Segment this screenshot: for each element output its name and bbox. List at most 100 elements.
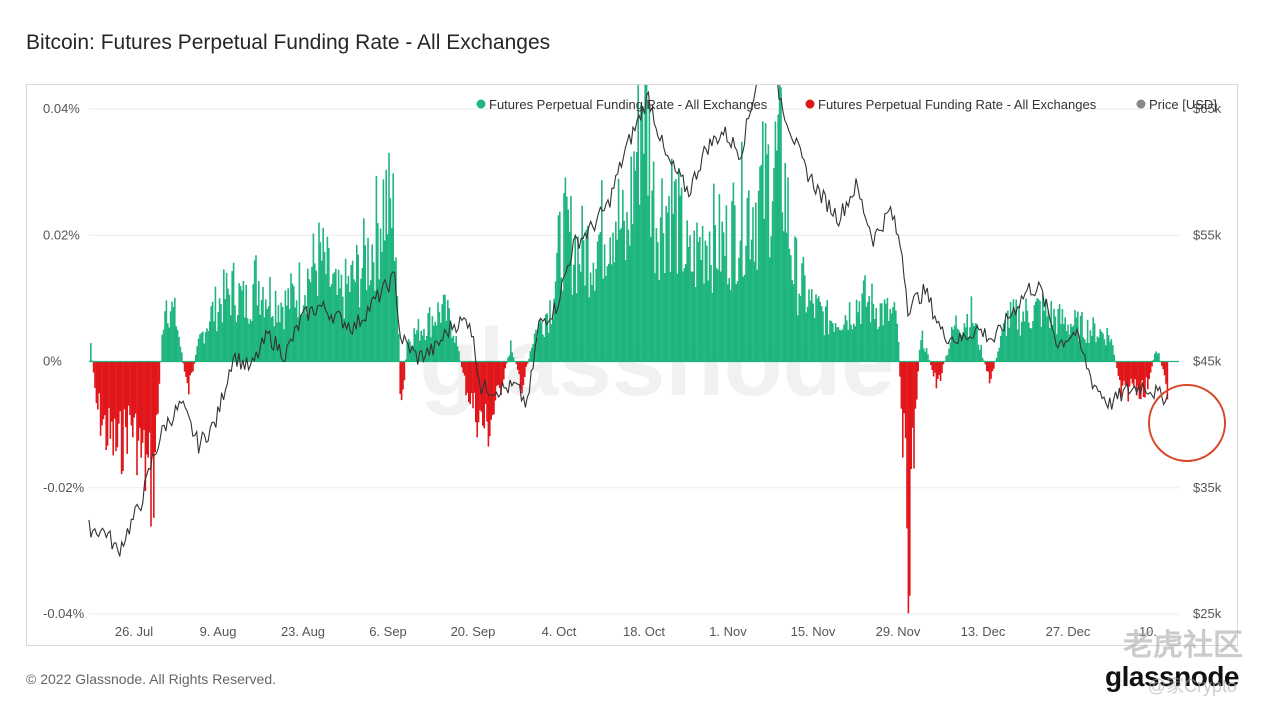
funding-bar-positive [351, 260, 354, 362]
funding-bar-positive [946, 354, 949, 362]
funding-bar-negative [519, 361, 522, 390]
funding-bar-negative [473, 361, 476, 393]
funding-bar-negative [931, 361, 933, 370]
funding-bar-positive [179, 346, 182, 362]
funding-bar-positive [512, 357, 515, 362]
funding-bar-negative [476, 361, 478, 438]
funding-bar-positive [346, 284, 348, 362]
funding-bar-positive [195, 354, 197, 362]
funding-bar-positive [797, 315, 799, 362]
funding-bar-positive [1036, 298, 1038, 362]
funding-bar-positive [423, 328, 425, 362]
funding-bar-positive [638, 204, 641, 362]
funding-bar-negative [1134, 361, 1136, 380]
funding-bar-positive [876, 329, 879, 362]
funding-bar-positive [371, 244, 373, 362]
funding-bar-positive [924, 351, 926, 362]
funding-bar-negative [501, 361, 504, 385]
funding-bar-negative [465, 361, 467, 396]
funding-bar-positive [529, 351, 532, 362]
funding-bar-positive [770, 236, 772, 362]
funding-bar-positive [314, 263, 316, 362]
funding-bar-negative [487, 361, 490, 447]
funding-bar-positive [714, 225, 716, 362]
funding-bar-positive [662, 233, 665, 362]
x-tick-label: 6. Sep [369, 624, 407, 639]
funding-bar-positive [854, 326, 856, 362]
funding-bar-positive [528, 358, 530, 362]
funding-bar-positive [1112, 345, 1114, 362]
funding-bar-positive [554, 281, 557, 362]
funding-bar-negative [92, 361, 95, 373]
funding-bar-positive [269, 276, 271, 362]
funding-bar-positive [301, 314, 303, 362]
funding-bar-positive [238, 283, 240, 362]
funding-bar-positive [790, 255, 792, 362]
funding-bar-negative [489, 361, 491, 437]
funding-bar-positive [1082, 337, 1085, 362]
funding-bar-positive [1061, 309, 1064, 362]
funding-bar-positive [311, 266, 313, 362]
funding-bar-positive [1012, 299, 1015, 362]
funding-bar-positive [1096, 336, 1099, 362]
funding-bar-positive [231, 271, 233, 362]
funding-bar-negative [1144, 361, 1146, 398]
funding-bar-positive [361, 267, 364, 362]
funding-bar-positive [745, 245, 747, 362]
funding-bar-positive [741, 141, 743, 362]
funding-bar-positive [711, 292, 714, 362]
funding-bar-positive [580, 271, 582, 362]
funding-bar-positive [1015, 299, 1017, 362]
funding-bar-positive [1067, 324, 1069, 362]
funding-bar-negative [990, 361, 992, 379]
funding-bar-positive [683, 268, 686, 362]
funding-bar-positive [692, 271, 694, 362]
funding-bar-negative [914, 361, 917, 409]
funding-bar-positive [1154, 353, 1156, 362]
funding-bar-negative [480, 361, 483, 412]
funding-bar-negative [1148, 361, 1150, 379]
funding-bar-positive [288, 308, 291, 362]
x-tick-label: 9. Aug [200, 624, 237, 639]
funding-bar-positive [575, 293, 578, 362]
funding-bar-positive [868, 295, 870, 362]
funding-bar-positive [218, 298, 221, 362]
x-tick-label: 18. Oct [623, 624, 665, 639]
funding-bar-positive [1039, 300, 1041, 362]
funding-bar-positive [812, 303, 814, 362]
funding-bar-positive [1070, 323, 1072, 362]
funding-bar-positive [875, 308, 877, 362]
funding-bar-positive [585, 229, 588, 362]
funding-bar-negative [1128, 361, 1131, 387]
funding-bar-positive [435, 325, 438, 362]
funding-bar-positive [972, 322, 974, 362]
funding-bar-positive [511, 352, 513, 362]
funding-bar-negative [153, 361, 155, 518]
funding-bar-negative [463, 361, 466, 376]
funding-bar-negative [468, 361, 470, 402]
funding-bar-negative [1120, 361, 1122, 397]
funding-bar-positive [507, 357, 509, 362]
funding-bar-negative [132, 361, 134, 438]
funding-bar-negative [182, 361, 184, 364]
funding-bar-positive [837, 327, 840, 362]
funding-bar-positive [763, 218, 765, 362]
funding-bar-positive [358, 307, 361, 362]
funding-bar-positive [890, 313, 893, 362]
funding-bar-negative [1119, 361, 1121, 381]
funding-bar-negative [1126, 361, 1128, 386]
funding-bar-positive [413, 328, 415, 362]
funding-bar-positive [550, 324, 553, 362]
funding-bar-positive [889, 309, 891, 362]
funding-bar-positive [606, 266, 609, 362]
funding-bar-positive [731, 201, 733, 362]
funding-bar-positive [542, 334, 544, 362]
funding-bar-positive [344, 258, 347, 362]
funding-bar-positive [742, 276, 744, 362]
funding-bar-negative [941, 361, 943, 374]
funding-bar-negative [987, 361, 989, 372]
funding-bar-positive [225, 272, 228, 362]
funding-bar-positive [641, 110, 644, 362]
funding-bar-positive [557, 215, 560, 362]
funding-bar-positive [1040, 326, 1043, 362]
